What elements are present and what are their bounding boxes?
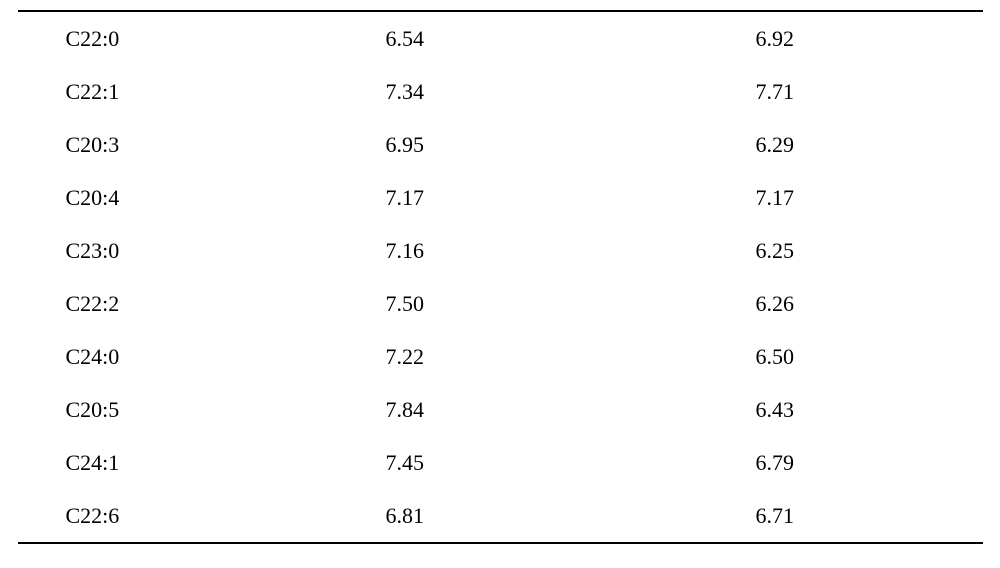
cell-value-1: 6.54: [386, 26, 756, 52]
table-row: C23:0 7.16 6.25: [18, 224, 983, 277]
cell-value-2: 6.26: [756, 291, 795, 317]
table-row: C24:1 7.45 6.79: [18, 436, 983, 489]
cell-value-1: 7.22: [386, 344, 756, 370]
cell-label: C24:1: [66, 450, 386, 476]
cell-value-2: 6.79: [756, 450, 795, 476]
table-row: C20:4 7.17 7.17: [18, 171, 983, 224]
cell-label: C20:4: [66, 185, 386, 211]
cell-value-2: 7.71: [756, 79, 795, 105]
cell-value-1: 7.34: [386, 79, 756, 105]
cell-value-2: 6.50: [756, 344, 795, 370]
table-row: C22:6 6.81 6.71: [18, 489, 983, 542]
cell-value-1: 7.45: [386, 450, 756, 476]
cell-value-1: 7.84: [386, 397, 756, 423]
table-row: C20:3 6.95 6.29: [18, 118, 983, 171]
cell-label: C22:1: [66, 79, 386, 105]
cell-label: C22:0: [66, 26, 386, 52]
data-table: C22:0 6.54 6.92 C22:1 7.34 7.71 C20:3 6.…: [18, 10, 983, 544]
cell-value-2: 7.17: [756, 185, 795, 211]
cell-value-1: 6.95: [386, 132, 756, 158]
table-row: C22:0 6.54 6.92: [18, 12, 983, 65]
cell-value-2: 6.29: [756, 132, 795, 158]
cell-value-1: 7.50: [386, 291, 756, 317]
cell-label: C23:0: [66, 238, 386, 264]
cell-label: C20:5: [66, 397, 386, 423]
table-row: C24:0 7.22 6.50: [18, 330, 983, 383]
cell-value-2: 6.25: [756, 238, 795, 264]
table-row: C22:2 7.50 6.26: [18, 277, 983, 330]
cell-label: C20:3: [66, 132, 386, 158]
cell-value-1: 6.81: [386, 503, 756, 529]
table-row: C20:5 7.84 6.43: [18, 383, 983, 436]
cell-value-2: 6.71: [756, 503, 795, 529]
cell-label: C24:0: [66, 344, 386, 370]
cell-value-2: 6.92: [756, 26, 795, 52]
cell-value-2: 6.43: [756, 397, 795, 423]
cell-label: C22:6: [66, 503, 386, 529]
table-row: C22:1 7.34 7.71: [18, 65, 983, 118]
cell-value-1: 7.17: [386, 185, 756, 211]
cell-value-1: 7.16: [386, 238, 756, 264]
cell-label: C22:2: [66, 291, 386, 317]
